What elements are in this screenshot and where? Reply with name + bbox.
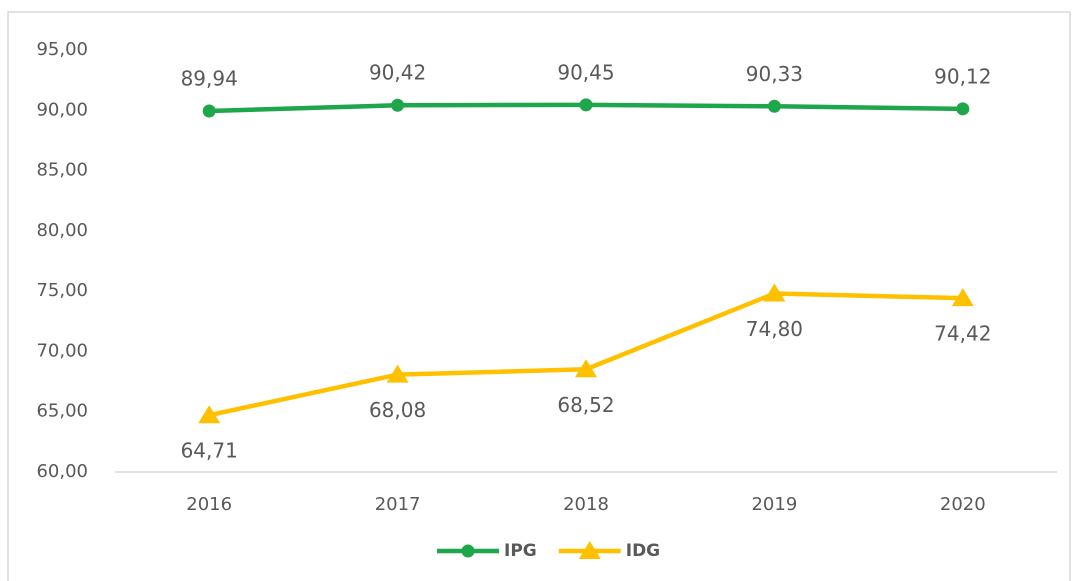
y-tick-label: 80,00 [36, 220, 88, 241]
y-tick-label: 95,00 [36, 39, 88, 60]
marker [198, 405, 221, 424]
legend-label: IPG [504, 541, 537, 561]
data-label: 64,71 [181, 439, 238, 463]
x-tick-label: 2016 [186, 494, 232, 515]
y-tick-label: 70,00 [36, 340, 88, 361]
y-tick-label: 75,00 [36, 280, 88, 301]
marker [461, 544, 475, 558]
data-label: 89,94 [181, 67, 238, 91]
x-tick-label: 2019 [751, 494, 797, 515]
marker [579, 98, 593, 112]
marker [575, 359, 597, 378]
marker [386, 364, 409, 383]
marker [202, 104, 216, 118]
x-tick-label: 2017 [375, 494, 421, 515]
x-tick-label: 2018 [563, 494, 609, 515]
data-label: 74,80 [746, 317, 803, 341]
marker [956, 102, 970, 116]
marker [391, 98, 405, 112]
y-tick-label: 85,00 [36, 160, 88, 181]
y-tick-label: 65,00 [36, 401, 88, 422]
data-label: 90,42 [369, 61, 426, 85]
data-label: 90,33 [746, 62, 803, 86]
y-tick-label: 60,00 [36, 461, 88, 482]
data-label: 68,52 [557, 393, 614, 417]
data-label: 74,42 [934, 322, 991, 346]
data-label: 90,12 [934, 64, 991, 88]
data-label: 90,45 [557, 60, 614, 84]
y-tick-label: 90,00 [36, 99, 88, 120]
marker [578, 541, 601, 559]
legend-label: IDG [626, 541, 660, 561]
marker [951, 288, 974, 307]
marker [767, 99, 781, 113]
x-tick-label: 2020 [940, 494, 986, 515]
data-label: 68,08 [369, 398, 426, 422]
marker [763, 283, 786, 302]
